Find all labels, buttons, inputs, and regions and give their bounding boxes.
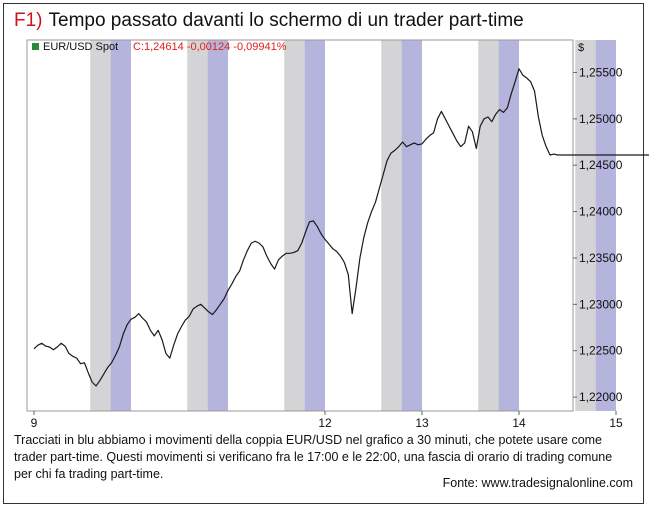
y-tick-label: 1,25000 xyxy=(579,112,623,126)
session-band-blue xyxy=(498,40,519,411)
x-tick-label: 15 xyxy=(609,416,623,430)
y-tick-label: 1,23500 xyxy=(579,251,623,265)
figure-title: F1) Tempo passato davanti lo schermo di u… xyxy=(14,10,524,32)
source-credit: Fonte: www.tradesignalonline.com xyxy=(442,476,633,490)
x-tick-label: 14 xyxy=(512,416,526,430)
y-tick-label: 1,23000 xyxy=(579,297,623,311)
y-tick-label: 1,22500 xyxy=(579,344,623,358)
y-axis-currency-label: $ xyxy=(578,42,584,54)
legend-quote: C:1,24614 -0,00124 -0,09941% xyxy=(133,41,287,53)
session-band-blue xyxy=(110,40,131,411)
price-series-line xyxy=(33,68,649,387)
session-band-blue xyxy=(401,40,422,411)
figure-title-text: Tempo passato davanti lo schermo di un t… xyxy=(48,10,524,31)
y-tick-label: 1,24000 xyxy=(579,205,623,219)
session-band-gray xyxy=(187,40,208,411)
session-band-gray xyxy=(284,40,305,411)
session-band-gray xyxy=(478,40,499,411)
eurusd-chart: 91213141516 1,220001,225001,230001,23500… xyxy=(26,39,649,430)
legend-marker-icon xyxy=(32,43,39,50)
y-tick-label: 1,24500 xyxy=(579,158,623,172)
x-tick-label: 12 xyxy=(318,416,332,430)
y-tick-label: 1,22000 xyxy=(579,390,623,404)
session-band-gray xyxy=(90,40,111,411)
legend-instrument: EUR/USD Spot xyxy=(43,41,118,53)
x-tick-label: 9 xyxy=(31,416,38,430)
session-band-blue xyxy=(207,40,228,411)
session-band-gray xyxy=(381,40,402,411)
y-tick-label: 1,25500 xyxy=(579,65,623,79)
session-band-blue xyxy=(304,40,325,411)
legend: EUR/USD Spot C:1,24614 -0,00124 -0,09941… xyxy=(32,41,287,53)
figure-label: F1) xyxy=(14,10,43,31)
plot-area xyxy=(26,39,574,412)
x-tick-label: 13 xyxy=(415,416,429,430)
caption: Tracciati in blu abbiamo i movimenti del… xyxy=(14,433,613,481)
session-band-gray xyxy=(575,40,596,411)
session-band-blue xyxy=(595,40,616,411)
